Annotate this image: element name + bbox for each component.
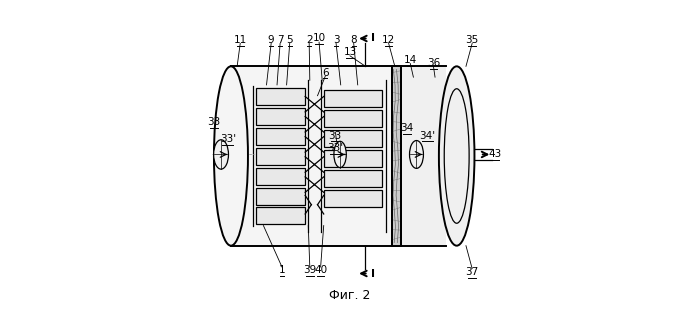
Text: 11: 11 (234, 35, 247, 45)
Text: 43: 43 (489, 149, 502, 159)
Text: 12: 12 (382, 35, 396, 45)
Text: 7: 7 (276, 35, 284, 45)
Text: 40: 40 (314, 266, 327, 275)
Bar (323, 130, 382, 147)
Bar (256, 148, 305, 165)
Bar (256, 188, 305, 206)
Text: Фиг. 2: Фиг. 2 (329, 289, 371, 302)
Bar (256, 108, 305, 125)
Ellipse shape (410, 140, 424, 168)
Text: 1: 1 (279, 266, 286, 275)
Bar (256, 88, 305, 105)
Bar (323, 150, 382, 167)
Text: 5: 5 (286, 35, 293, 45)
Text: 2: 2 (306, 35, 312, 45)
Bar (231, 66, 392, 246)
Bar (392, 66, 446, 246)
Bar (392, 66, 401, 246)
Text: 33: 33 (207, 117, 220, 127)
Text: 8: 8 (351, 35, 357, 45)
Bar (323, 190, 382, 207)
Bar (323, 110, 382, 127)
Text: 3: 3 (332, 35, 340, 45)
Text: 34': 34' (419, 131, 435, 141)
Ellipse shape (214, 66, 248, 246)
Bar (256, 168, 305, 185)
Text: 35: 35 (466, 35, 479, 45)
Ellipse shape (214, 140, 228, 169)
Text: 14: 14 (404, 55, 417, 65)
Ellipse shape (439, 66, 475, 246)
Text: 13: 13 (344, 47, 356, 57)
Bar (256, 207, 305, 224)
Bar (323, 170, 382, 187)
Text: 33': 33' (220, 134, 236, 144)
Bar (323, 90, 382, 106)
Text: 36: 36 (427, 58, 440, 68)
Text: 37: 37 (466, 267, 479, 277)
Text: 33: 33 (328, 131, 342, 141)
Text: 6: 6 (322, 67, 328, 77)
Text: 34: 34 (400, 123, 414, 133)
Text: 33': 33' (328, 143, 344, 153)
Text: I: I (371, 33, 375, 43)
Text: 10: 10 (312, 33, 326, 43)
Text: 9: 9 (268, 35, 274, 45)
Bar (256, 128, 305, 145)
Text: I: I (371, 269, 375, 279)
Ellipse shape (334, 141, 346, 168)
Text: 39: 39 (303, 266, 316, 275)
